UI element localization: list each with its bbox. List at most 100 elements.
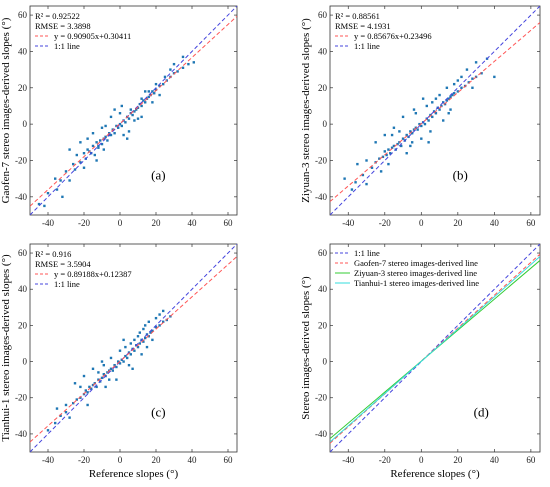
- data-point: [356, 162, 359, 166]
- data-point: [127, 363, 131, 367]
- data-point: [452, 92, 456, 95]
- data-point: [73, 168, 77, 171]
- data-point: [420, 124, 423, 128]
- data-point: [118, 122, 122, 126]
- data-point: [158, 93, 161, 97]
- data-point: [162, 82, 165, 86]
- data-point: [68, 179, 71, 182]
- data-point: [163, 75, 167, 79]
- y-tick-label: 20: [318, 83, 328, 93]
- data-point: [127, 130, 131, 133]
- data-point: [138, 342, 141, 345]
- legend-label-3: Ziyuan-3 stereo images-derived line: [354, 268, 477, 278]
- panel-3: -40 -20 0 20 40 60 -40 -20 0 20 40 60 Tianhui-1 ster…: [0, 243, 238, 480]
- plot-content: [30, 244, 237, 452]
- x-tick-label: -40: [342, 455, 354, 465]
- x-tick-label: -20: [379, 218, 391, 228]
- data-point: [410, 141, 414, 144]
- data-point: [423, 122, 427, 126]
- fit-line: [30, 256, 237, 443]
- x-tick-label: -20: [379, 455, 391, 465]
- legend-one-to-one-label: 1:1 line: [54, 279, 80, 289]
- data-point: [480, 72, 483, 75]
- y-tick-label: -20: [15, 393, 27, 403]
- legend-fit-label: y = 0.85676x+0.23496: [354, 31, 432, 41]
- plot-content: [30, 6, 237, 215]
- x-tick-label: 20: [453, 218, 463, 228]
- data-point: [172, 62, 176, 66]
- y-tick-label: -40: [15, 192, 27, 202]
- data-point: [37, 202, 41, 206]
- one-to-one-line: [30, 244, 237, 452]
- data-point: [147, 335, 150, 338]
- data-point: [93, 153, 96, 157]
- data-point: [474, 61, 478, 64]
- data-point: [354, 181, 357, 184]
- data-point: [120, 124, 123, 128]
- y-tick-label: -40: [315, 429, 327, 439]
- data-point: [91, 144, 95, 148]
- data-point: [158, 324, 161, 327]
- fit-line: [30, 15, 237, 207]
- data-point: [449, 95, 452, 99]
- one-to-one-line: [330, 6, 540, 215]
- data-point: [420, 137, 423, 140]
- data-point: [117, 360, 120, 363]
- data-point: [389, 152, 392, 155]
- r-squared-label: R² = 0.92522: [35, 11, 80, 21]
- data-point: [153, 92, 156, 95]
- data-point: [133, 338, 136, 342]
- data-point: [192, 61, 195, 64]
- r-squared-label: R² = 0.916: [35, 249, 71, 259]
- y-axis-label: Gaofen-7 stereo images-derived slopes (°…: [0, 17, 12, 203]
- data-point: [154, 88, 158, 91]
- data-point: [140, 353, 143, 356]
- data-point: [106, 139, 109, 142]
- y-axis-label: Stereo images-derived slopes (°): [300, 276, 312, 420]
- data-point: [102, 373, 105, 376]
- data-point: [456, 79, 460, 82]
- data-point: [68, 416, 71, 419]
- data-point: [54, 177, 57, 180]
- data-point: [122, 133, 125, 137]
- data-point: [140, 97, 143, 100]
- y-tick-label: 60: [318, 10, 328, 20]
- data-point: [421, 97, 425, 100]
- data-point: [379, 170, 383, 173]
- data-point: [438, 108, 441, 111]
- data-point: [390, 133, 394, 137]
- data-point: [140, 104, 143, 108]
- data-point: [99, 139, 102, 142]
- data-point: [416, 128, 419, 131]
- legend-label-1: 1:1 line: [354, 248, 380, 258]
- data-point: [181, 66, 185, 69]
- data-point: [46, 429, 50, 432]
- x-tick-label: 40: [188, 455, 198, 465]
- data-point: [392, 126, 396, 129]
- data-point: [144, 336, 147, 340]
- data-point: [102, 148, 105, 151]
- y-tick-label: 20: [18, 320, 28, 330]
- data-point: [431, 101, 434, 104]
- data-point: [55, 407, 59, 410]
- data-point: [138, 331, 141, 334]
- data-point: [447, 97, 450, 100]
- data-point: [79, 161, 82, 164]
- x-tick-label: 0: [118, 455, 123, 465]
- panel-label: (a): [151, 167, 165, 182]
- data-point: [144, 324, 147, 327]
- data-point: [418, 122, 421, 126]
- data-point: [104, 124, 107, 128]
- data-point: [84, 389, 87, 392]
- data-point: [109, 367, 113, 370]
- data-point: [181, 55, 185, 59]
- data-point: [467, 81, 470, 84]
- data-point: [136, 335, 140, 338]
- data-point: [59, 179, 62, 182]
- data-point: [410, 132, 414, 135]
- y-tick-label: 0: [323, 357, 328, 367]
- data-point: [136, 106, 140, 109]
- x-tick-label: 0: [419, 218, 424, 228]
- data-point: [385, 153, 388, 157]
